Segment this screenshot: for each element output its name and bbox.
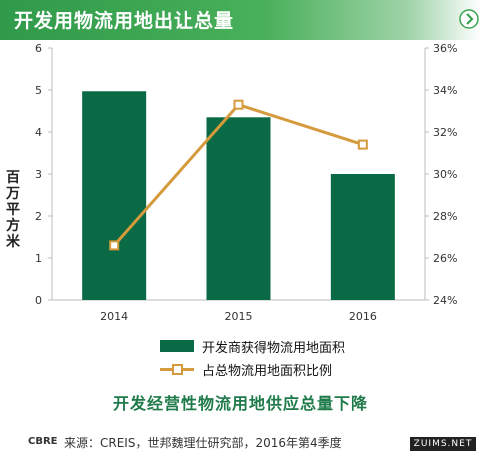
chart-title: 开发用物流用地出让总量 [14,10,235,32]
legend-item-line: 占总物流用地面积比例 [160,359,345,379]
y-tick-label-left: 1 [35,252,42,265]
y-tick-label-left: 4 [35,126,42,139]
y-tick-label-left: 2 [35,210,42,223]
x-tick-label: 2016 [349,310,377,323]
chart-subtitle: 开发经营性物流用地供应总量下降 [112,394,368,413]
line-point-2014 [109,240,120,251]
line-point-2015 [233,99,244,110]
y-axis-label-char: 方 [6,218,20,234]
y-tick-label-right: 26% [433,252,457,265]
title-bar [0,0,481,40]
legend-label-bar: 开发商获得物流用地面积 [202,340,346,356]
brand-logo: CBRE [28,436,58,447]
bar-2015 [206,117,271,300]
legend: 开发商获得物流用地面积 占总物流用地面积比例 [160,336,345,382]
x-tick-label: 2014 [100,310,128,323]
legend-swatch-line [160,363,194,375]
y-tick-label-right: 30% [433,168,457,181]
y-axis-label-char: 米 [6,234,20,250]
y-tick-label-right: 34% [433,84,457,97]
watermark: ZUIMS.NET [410,437,476,451]
y-tick-label-left: 3 [35,168,42,181]
y-tick-label-right: 36% [433,42,457,55]
y-axis-label-char: 平 [6,202,20,218]
chart-area: 0 1 2 3 4 5 6 24% 26% 28% 30% 32% 34% 36% 2014 2015 2016 [35,42,457,323]
source-note: 来源：CREIS，世邦魏理仕研究部，2016年第4季度 [64,436,342,450]
y-tick-label-left: 5 [35,84,42,97]
y-tick-label-right: 28% [433,210,457,223]
y-tick-label-right: 24% [433,294,457,307]
y-axis-label-char: 万 [6,186,20,202]
x-tick-label: 2015 [225,310,253,323]
y-axis-label-char: 百 [6,170,20,186]
y-tick-label-right: 32% [433,126,457,139]
bar-2014 [82,91,147,300]
bar-2016 [330,174,395,300]
y-tick-label-left: 6 [35,42,42,55]
line-point-2016 [357,139,368,150]
legend-label-line: 占总物流用地面积比例 [202,363,333,379]
y-axis-label: 百 万 平 方 米 [4,170,22,250]
arrow-right-icon [459,9,479,29]
legend-item-bar: 开发商获得物流用地面积 [160,336,345,356]
legend-swatch-bar [160,340,194,352]
y-tick-label-left: 0 [35,294,42,307]
